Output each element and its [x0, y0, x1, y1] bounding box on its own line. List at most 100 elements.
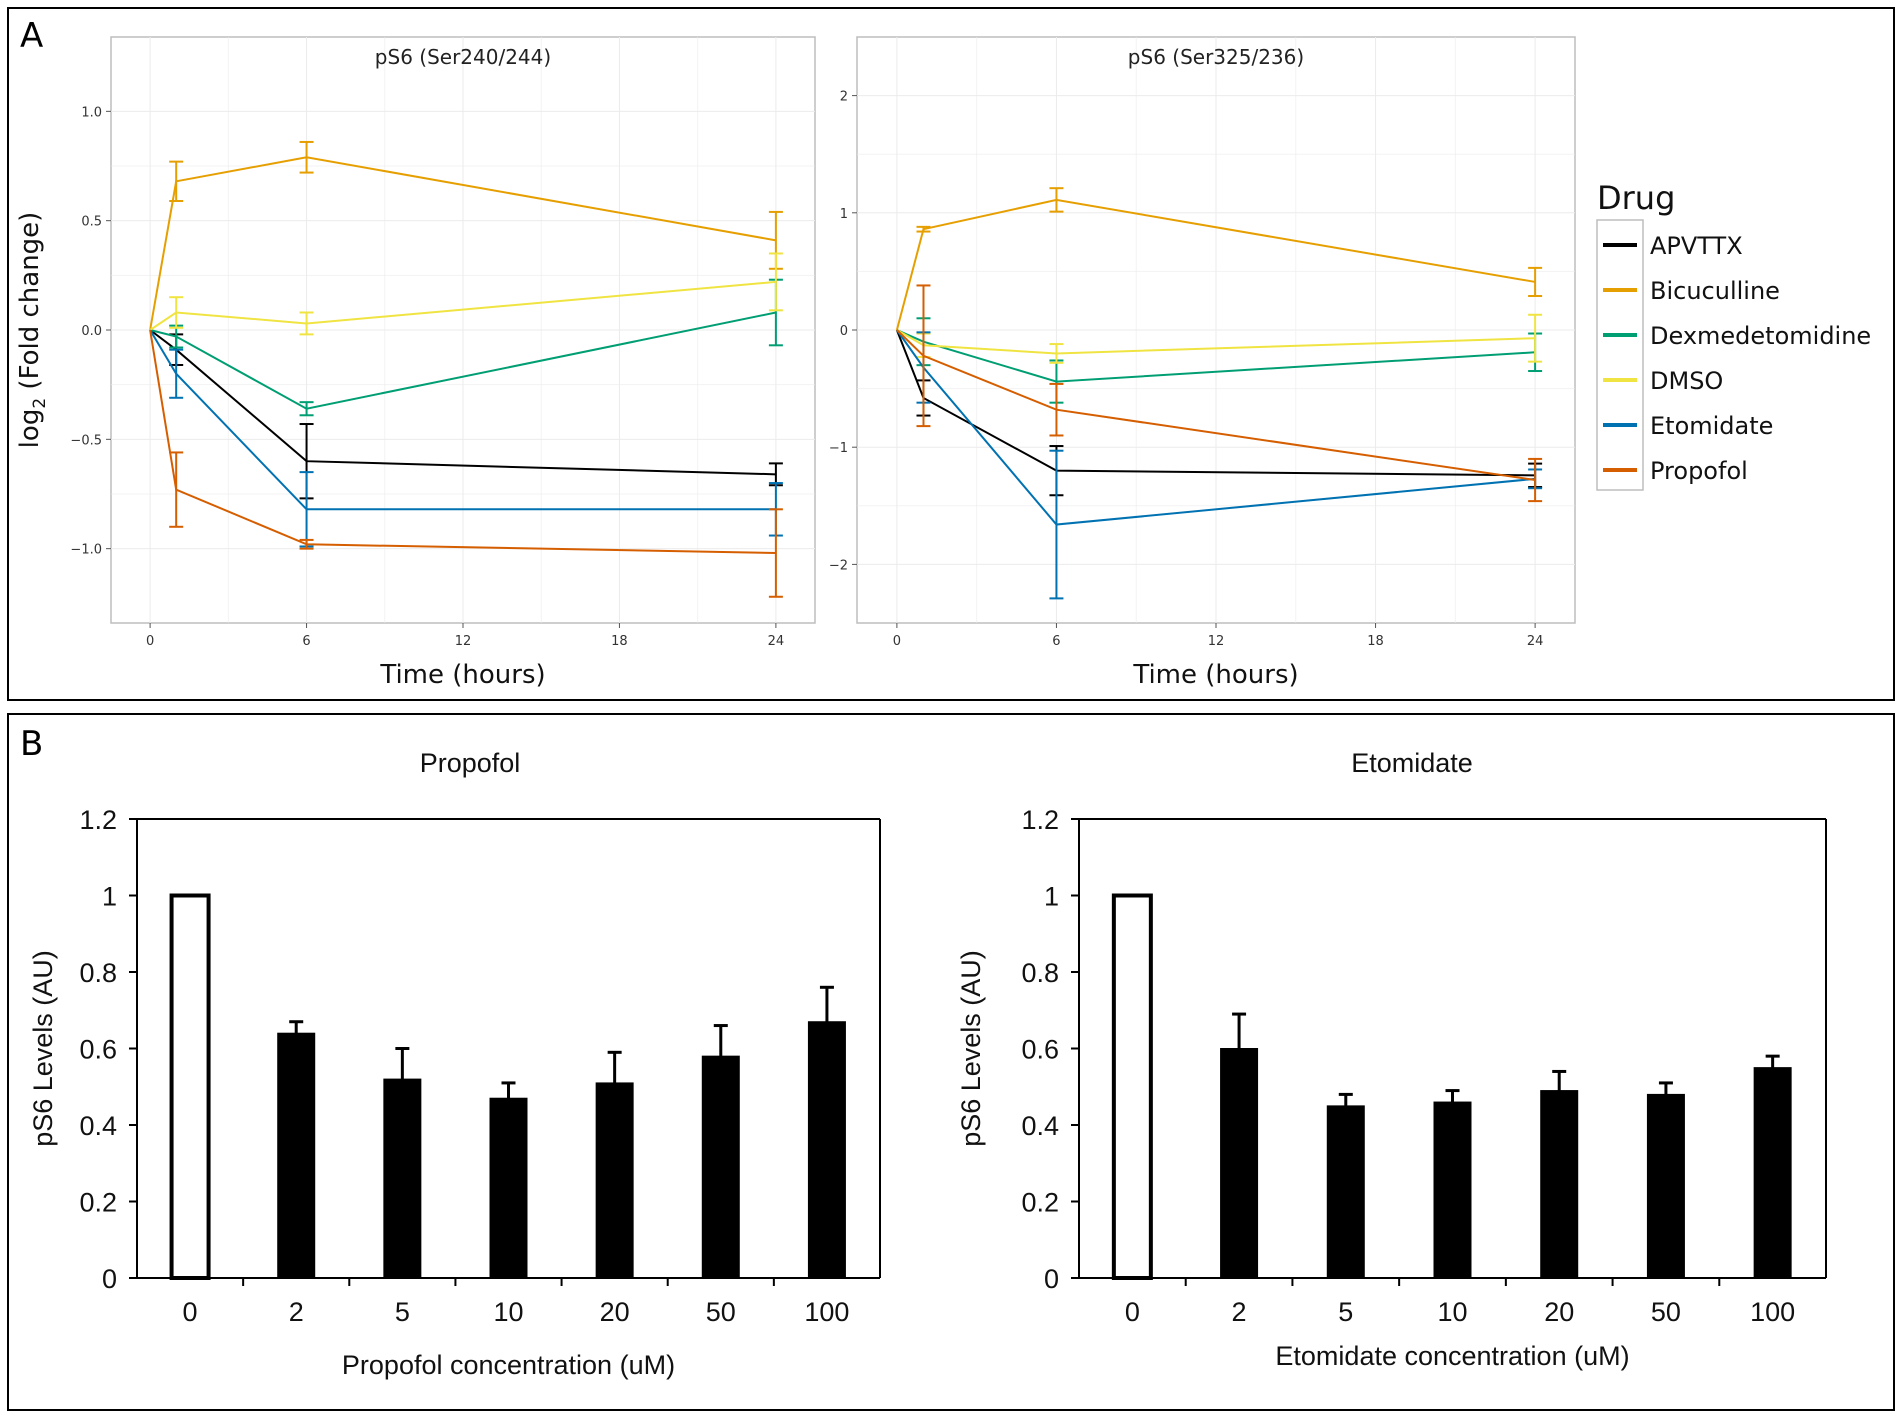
y-tick-label: 0.6	[1021, 1035, 1059, 1065]
legend-item-apvttx: APVTTX	[1603, 232, 1743, 260]
line-bicuculline	[149, 156, 777, 331]
bar-50	[701, 1055, 740, 1279]
legend-label-dexmedetomidine: Dexmedetomidine	[1650, 322, 1871, 350]
y-tick-label: 1	[840, 207, 848, 222]
bar-20	[1540, 1090, 1579, 1279]
y-axis-label-sub: 2	[30, 398, 50, 409]
bar-10	[1433, 1101, 1472, 1279]
y-tick-label: 0	[840, 324, 848, 339]
legend-label-propofol: Propofol	[1650, 457, 1748, 485]
x-tick-label: 0	[146, 634, 154, 649]
y-tick-label: −1.0	[70, 543, 102, 558]
series-dmso	[149, 252, 783, 336]
x-tick-label: 50	[706, 1297, 736, 1327]
bar-0	[1111, 893, 1153, 1280]
y-tick-label: 0.0	[81, 324, 102, 339]
x-tick-label: 2	[1232, 1297, 1247, 1327]
x-tick-label: 24	[1527, 634, 1544, 649]
x-tick-label: 6	[302, 634, 310, 649]
bar-5	[383, 1078, 422, 1279]
line-dexmedetomidine	[896, 329, 1536, 383]
legend-label-bicuculline: Bicuculline	[1650, 277, 1780, 305]
bar-group-10: 10	[1433, 1089, 1472, 1327]
y-tick-label: 0.8	[1021, 958, 1059, 988]
bar-50	[1646, 1093, 1685, 1279]
bar-group-2: 2	[277, 1020, 316, 1327]
line-dexmedetomidine	[149, 311, 777, 410]
legend-label-dmso: DMSO	[1650, 367, 1723, 395]
y-tick-label: −1	[829, 441, 848, 456]
y-tick-label: −0.5	[70, 433, 102, 448]
legend-item-propofol: Propofol	[1603, 457, 1748, 485]
y-tick-label: 0.5	[81, 215, 102, 230]
line-dmso	[149, 280, 776, 331]
x-tick-label: 20	[600, 1297, 630, 1327]
y-tick-label: 0	[102, 1264, 117, 1294]
x-tick-label: 100	[1750, 1297, 1795, 1327]
line-etomidate	[896, 329, 1536, 526]
x-tick-label: 5	[395, 1297, 410, 1327]
x-tick-label: 12	[1208, 634, 1225, 649]
series-dmso	[896, 313, 1543, 364]
x-tick-label: 2	[289, 1297, 304, 1327]
bar-group-0: 0	[169, 893, 211, 1327]
y-tick-label: 0.6	[79, 1035, 117, 1065]
bar-group-50: 50	[1646, 1081, 1685, 1327]
bar-group-20: 20	[1540, 1069, 1579, 1327]
y-tick-label: 0.2	[1021, 1188, 1059, 1218]
bar-0	[169, 893, 211, 1280]
y-tick-label: 0.8	[79, 958, 117, 988]
legend-key-box	[1596, 219, 1644, 491]
bar-2	[277, 1032, 316, 1279]
legend-title: Drug	[1597, 179, 1675, 217]
chart-ser240-244: 0 6 12 18 24 −1.0 −0.5 0.0 0.5 1.0 pS6 (Ser240/244…	[15, 36, 816, 690]
line-propofol	[896, 329, 1536, 482]
x-tick-label: 100	[804, 1297, 849, 1327]
bar-10	[489, 1097, 528, 1279]
chart-title: pS6 (Ser325/236)	[1128, 45, 1304, 69]
line-dmso	[896, 329, 1536, 355]
bar-5	[1326, 1105, 1365, 1279]
series-propofol	[896, 284, 1543, 503]
x-tick-label: 12	[455, 634, 472, 649]
x-tick-label: 0	[1125, 1297, 1140, 1327]
x-axis-label: Propofol concentration (uM)	[342, 1350, 675, 1380]
legend-item-dexmedetomidine: Dexmedetomidine	[1603, 322, 1871, 350]
y-axis-label-rest: (Fold change)	[15, 212, 45, 398]
x-tick-label: 50	[1651, 1297, 1681, 1327]
y-tick-label: 1.0	[81, 105, 102, 120]
y-axis-label: pS6 Levels (AU)	[956, 950, 986, 1147]
y-axis-label: pS6 Levels (AU)	[28, 950, 58, 1147]
bar-group-5: 5	[1326, 1092, 1365, 1327]
bar-group-2: 2	[1220, 1012, 1259, 1327]
panel-b-label: B	[20, 724, 43, 764]
line-etomidate	[149, 329, 776, 511]
x-axis-label: Etomidate concentration (uM)	[1275, 1341, 1629, 1371]
bar-group-5: 5	[383, 1047, 422, 1327]
legend-item-dmso: DMSO	[1603, 367, 1723, 395]
x-tick-label: 6	[1052, 634, 1060, 649]
y-tick-label: 0.4	[1021, 1111, 1059, 1141]
chart-title: Etomidate	[1351, 748, 1473, 778]
panel-b-frame	[7, 713, 1895, 1411]
x-axis-label: Time (hours)	[379, 660, 545, 690]
y-axis-label: log2 (Fold change)	[15, 212, 50, 449]
x-tick-label: 0	[893, 634, 901, 649]
y-axis-label-main: log	[15, 409, 45, 449]
line-bicuculline	[895, 198, 1536, 331]
line-propofol	[149, 329, 776, 555]
x-axis-label: Time (hours)	[1132, 660, 1298, 690]
panel-a-label: A	[20, 16, 43, 56]
bar-100	[1753, 1067, 1792, 1279]
bar-20	[595, 1082, 634, 1279]
bar-group-100: 100	[804, 985, 849, 1327]
series-propofol	[149, 329, 783, 598]
x-tick-label: 0	[183, 1297, 198, 1327]
y-tick-label: 1	[102, 882, 117, 912]
x-tick-label: 10	[493, 1297, 523, 1327]
chart-title: pS6 (Ser240/244)	[375, 45, 551, 69]
line-apvttx	[149, 329, 776, 476]
bar-100	[807, 1021, 846, 1279]
